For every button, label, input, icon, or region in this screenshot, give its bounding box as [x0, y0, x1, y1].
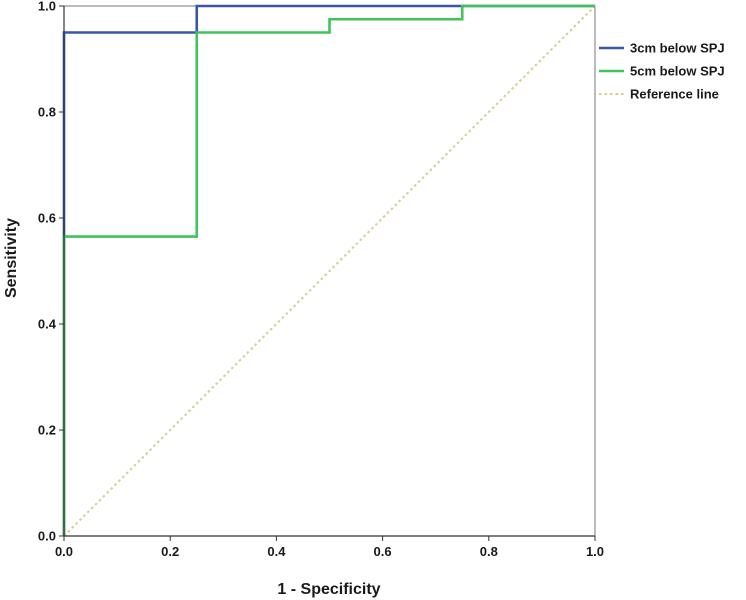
- y-tick-label: 0.2: [38, 423, 56, 438]
- y-tick-label: 0.6: [38, 211, 56, 226]
- y-tick-label: 1.0: [38, 0, 56, 14]
- y-tick-label: 0.0: [38, 529, 56, 544]
- x-tick-label: 0.4: [267, 544, 286, 559]
- x-tick-label: 0.6: [374, 544, 392, 559]
- legend-label-0: 3cm below SPJ: [630, 41, 725, 56]
- series-line-1: [62, 4, 595, 536]
- y-tick-label: 0.8: [38, 105, 56, 120]
- legend-label-1: 5cm below SPJ: [630, 64, 725, 79]
- y-ticks: 0.0 0.2 0.4 0.6 0.8 1.0: [38, 0, 64, 544]
- legend: 3cm below SPJ 5cm below SPJ Reference line: [599, 41, 725, 102]
- x-axis-title: 1 - Specificity: [277, 581, 380, 598]
- x-tick-label: 0.8: [480, 544, 498, 559]
- x-tick-label: 0.2: [161, 544, 179, 559]
- legend-label-2: Reference line: [630, 87, 719, 102]
- axes-layer: [63, 6, 595, 537]
- y-axis-title: Sensitivity: [3, 218, 20, 298]
- x-ticks: 0.0 0.2 0.4 0.6 0.8 1.0: [55, 536, 604, 559]
- x-tick-label: 1.0: [586, 544, 604, 559]
- x-tick-label: 0.0: [55, 544, 73, 559]
- series-line-2: [63, 5, 596, 537]
- y-tick-label: 0.4: [38, 317, 57, 332]
